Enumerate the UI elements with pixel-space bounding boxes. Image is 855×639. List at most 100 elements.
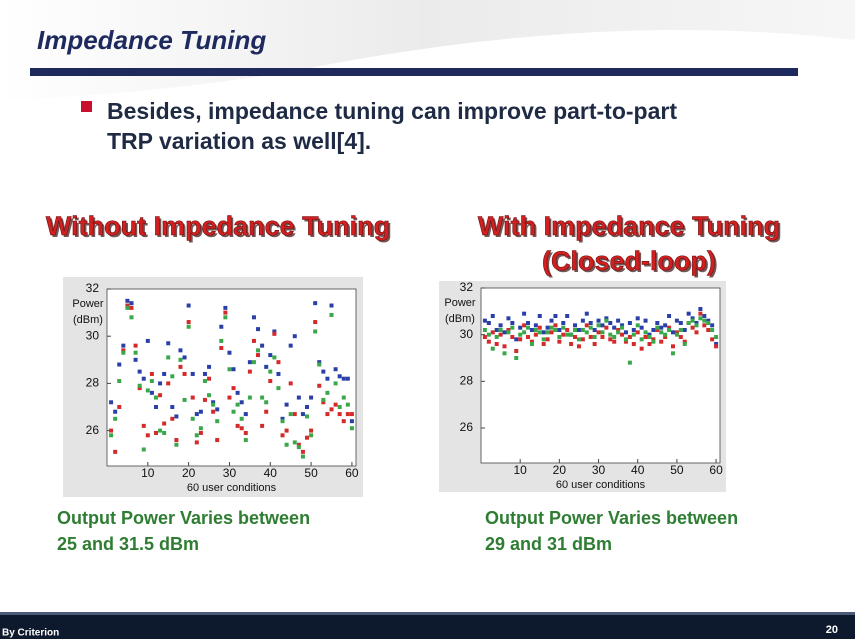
data-point	[317, 362, 322, 367]
data-point	[207, 364, 212, 369]
data-point	[639, 346, 644, 351]
data-point	[608, 321, 613, 325]
panel-heading: With Impedance Tuning	[478, 211, 780, 241]
data-point	[325, 390, 330, 395]
data-point	[710, 337, 715, 342]
y-tick-label: 32	[460, 280, 474, 294]
caption: 25 and 31.5 dBm	[57, 534, 199, 554]
data-point	[215, 407, 220, 412]
data-point	[284, 442, 289, 447]
data-point	[600, 330, 605, 335]
data-point	[651, 339, 656, 344]
data-point	[541, 337, 546, 342]
data-point	[569, 342, 574, 346]
data-point	[557, 328, 562, 332]
data-point	[576, 328, 581, 332]
data-point	[162, 430, 167, 435]
data-point	[129, 301, 134, 306]
data-point	[292, 412, 297, 417]
data-point	[141, 447, 146, 452]
panel-heading-shadow: With Impedance Tuning	[480, 213, 782, 243]
data-point	[612, 325, 617, 330]
data-point	[674, 318, 679, 323]
data-point	[576, 337, 581, 342]
data-point	[125, 303, 130, 308]
data-point	[627, 321, 632, 325]
data-point	[345, 376, 350, 381]
data-point	[125, 305, 130, 310]
data-point	[235, 423, 240, 428]
data-point	[545, 330, 550, 335]
data-point	[678, 328, 683, 332]
y-tick-label: 32	[86, 281, 100, 295]
data-point	[623, 330, 628, 335]
data-point	[616, 328, 621, 332]
data-point	[600, 335, 605, 339]
caption: Output Power Varies between	[485, 508, 738, 528]
data-point	[141, 423, 146, 428]
y-axis-label: (dBm)	[73, 314, 103, 326]
data-point	[133, 350, 138, 355]
data-point	[166, 381, 171, 386]
data-point	[573, 328, 578, 332]
data-point	[682, 328, 687, 332]
data-point	[690, 325, 695, 330]
data-point	[604, 325, 609, 330]
data-point	[498, 328, 503, 332]
data-point	[153, 405, 158, 409]
data-point	[533, 323, 538, 328]
data-point	[494, 335, 499, 339]
data-point	[109, 428, 114, 433]
data-point	[337, 374, 342, 379]
data-point	[608, 337, 613, 342]
data-point	[182, 397, 187, 402]
data-point	[573, 323, 578, 328]
data-point	[186, 320, 191, 325]
data-point	[486, 339, 491, 344]
data-point	[553, 314, 558, 318]
data-point	[178, 357, 183, 362]
data-point	[211, 400, 216, 405]
data-point	[349, 419, 354, 424]
data-point	[702, 323, 707, 328]
data-point	[133, 357, 138, 362]
data-point	[686, 321, 691, 325]
data-point	[256, 353, 261, 358]
data-point	[663, 323, 668, 328]
data-point	[145, 388, 150, 393]
data-point	[321, 369, 326, 374]
data-point	[219, 338, 224, 343]
data-point	[296, 442, 301, 447]
data-point	[510, 325, 515, 330]
data-point	[526, 321, 531, 325]
data-point	[305, 405, 310, 409]
data-point	[288, 412, 293, 417]
data-point	[198, 430, 203, 435]
data-point	[109, 433, 114, 438]
data-point	[349, 426, 354, 431]
data-point	[300, 454, 305, 459]
data-point	[549, 318, 554, 323]
x-tick-label: 20	[182, 466, 196, 480]
data-point	[174, 442, 179, 447]
data-point	[600, 323, 605, 328]
data-point	[133, 343, 138, 348]
data-point	[694, 330, 699, 335]
title-rule	[30, 68, 798, 76]
data-point	[686, 311, 691, 316]
data-point	[235, 390, 240, 395]
data-point	[325, 376, 330, 381]
data-point	[580, 337, 585, 342]
y-axis-label: (dBm)	[445, 313, 475, 325]
data-point	[639, 325, 644, 330]
data-point	[272, 331, 277, 336]
data-point	[305, 435, 310, 440]
data-point	[309, 433, 314, 438]
data-point	[321, 397, 326, 402]
data-point	[537, 325, 542, 330]
footer-text: By Criterion	[2, 628, 59, 639]
data-point	[616, 330, 621, 335]
data-point	[620, 332, 625, 337]
data-point	[272, 355, 277, 360]
panel-heading-shadow: (Closed-loop)	[544, 248, 718, 278]
